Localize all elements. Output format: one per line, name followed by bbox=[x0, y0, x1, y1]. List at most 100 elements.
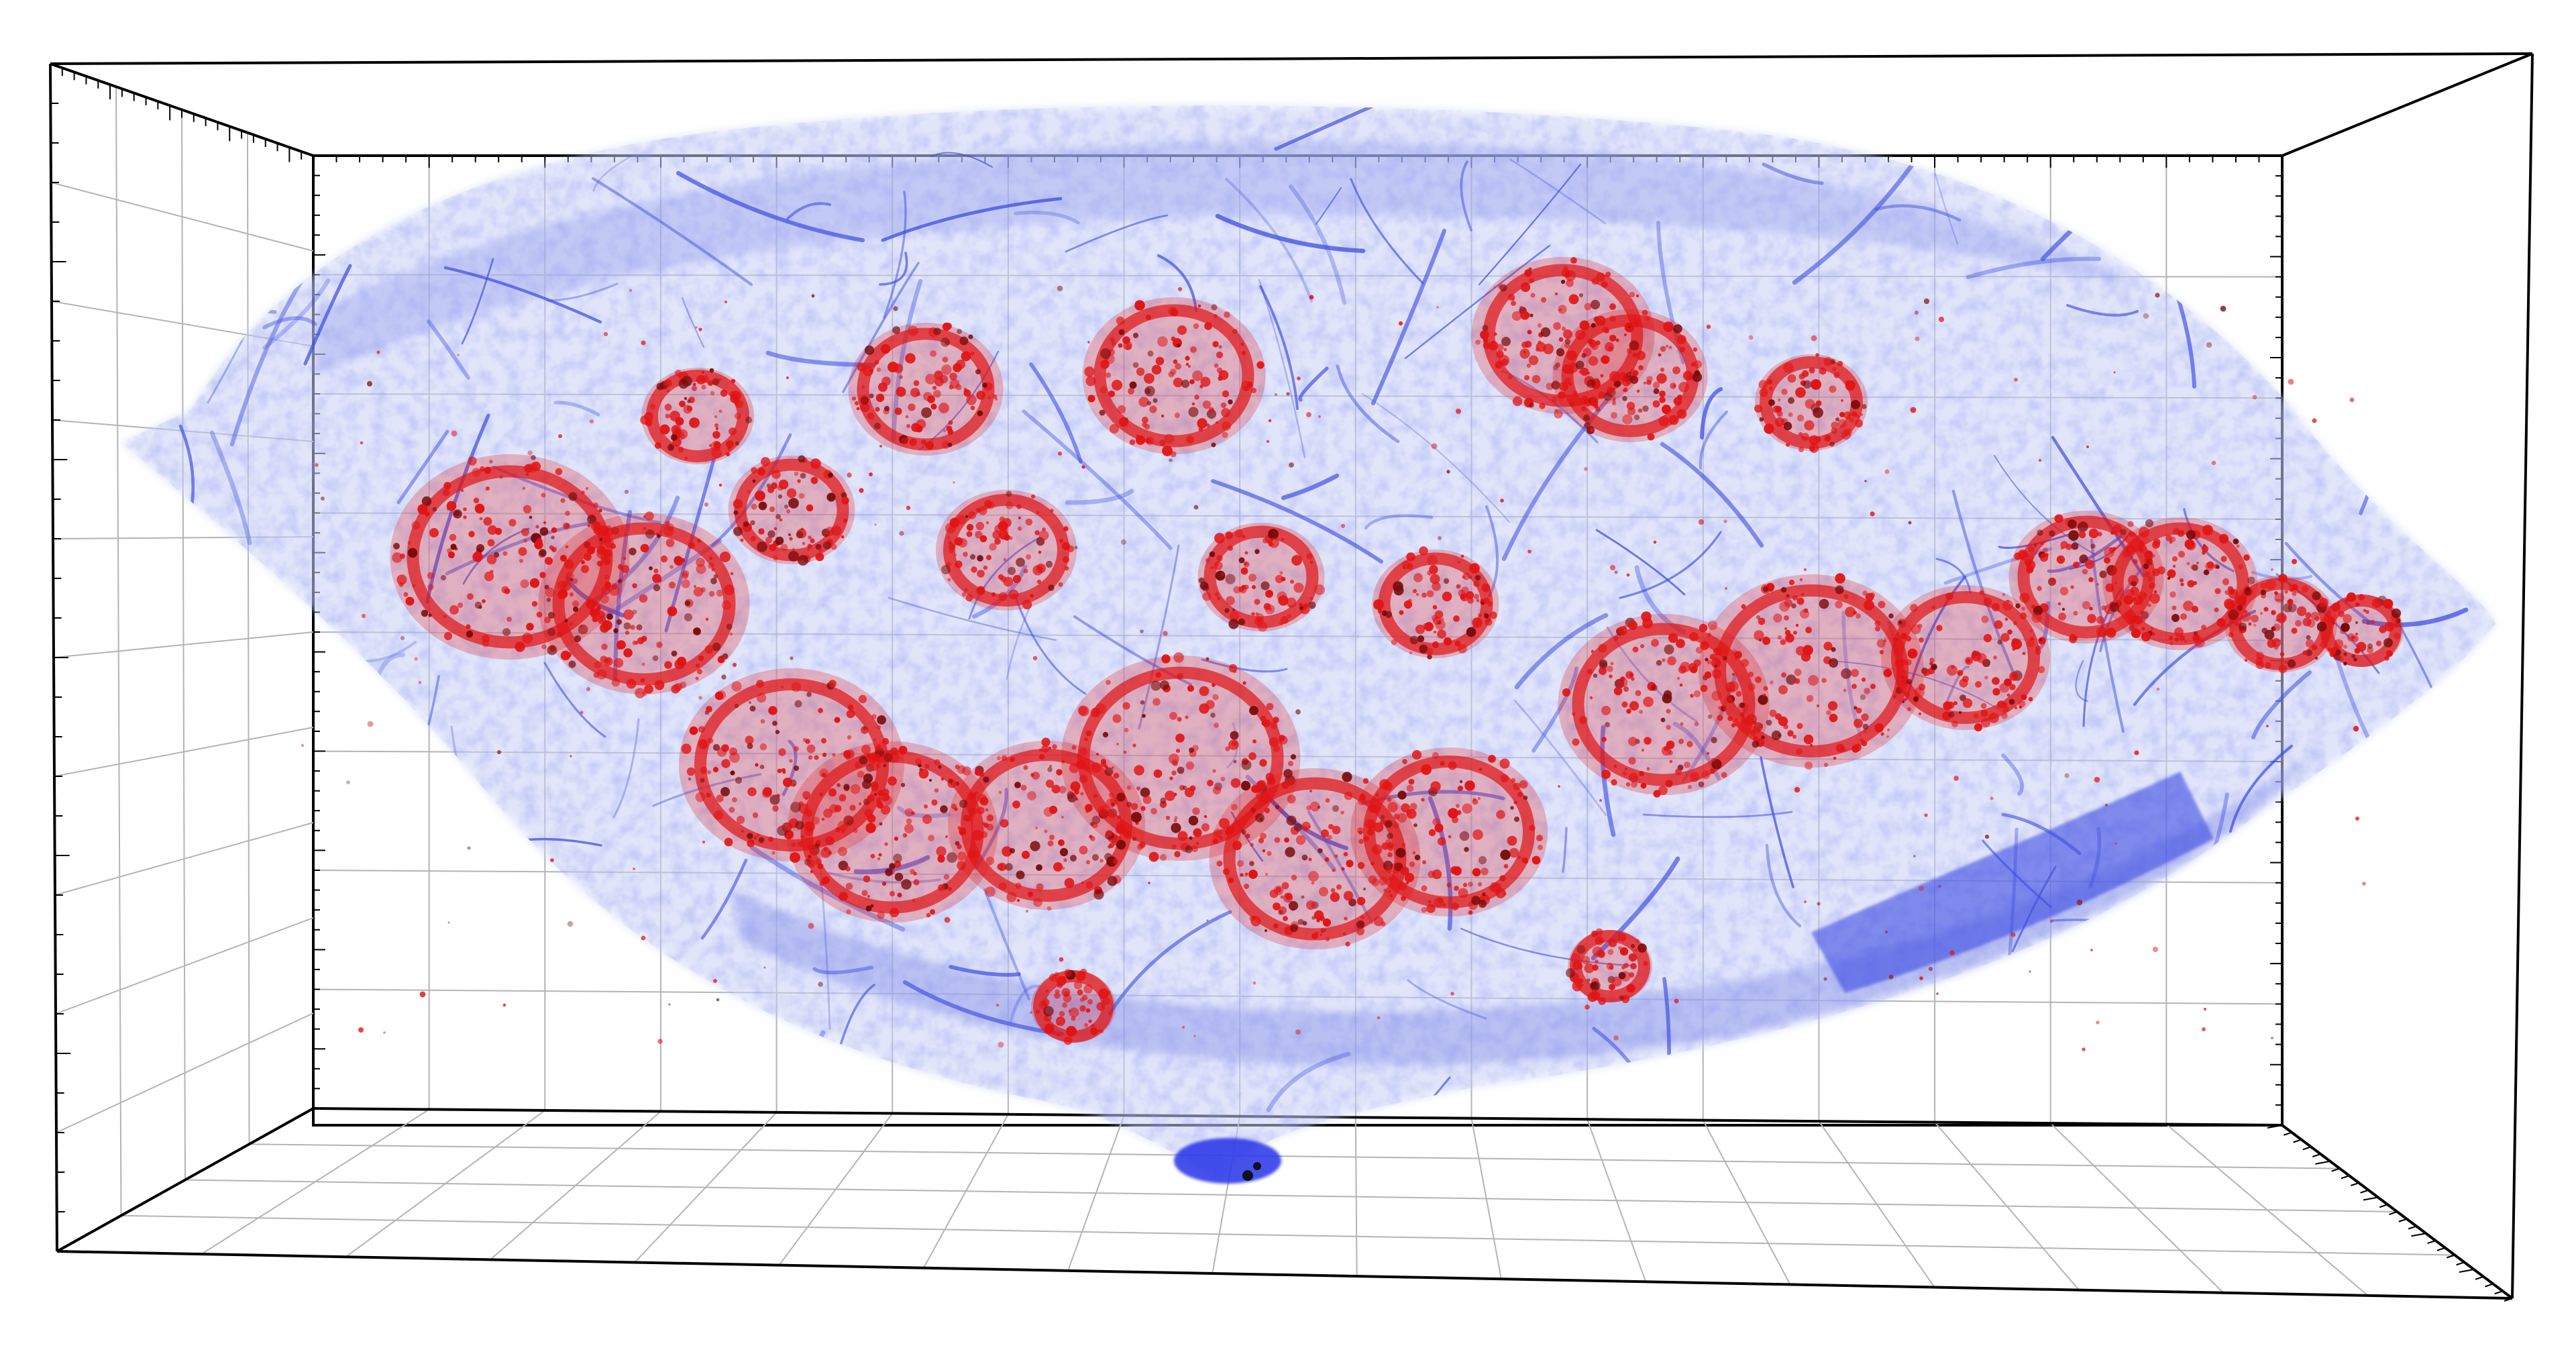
signal-speck bbox=[1851, 684, 1857, 689]
signal-speck bbox=[986, 814, 994, 822]
signal-speck bbox=[1628, 621, 1638, 630]
vessel-strand bbox=[879, 252, 908, 286]
signal-speck bbox=[1387, 833, 1393, 839]
signal-speck bbox=[2073, 562, 2080, 568]
signal-speck bbox=[1177, 325, 1187, 335]
signal-speck bbox=[1109, 423, 1120, 434]
signal-speck bbox=[792, 783, 796, 787]
signal-speck bbox=[1476, 598, 1480, 603]
vessel-strand bbox=[1215, 213, 1366, 254]
signal-speck bbox=[1612, 401, 1616, 405]
signal-speck bbox=[1631, 677, 1635, 681]
signal-speck bbox=[1437, 897, 1444, 904]
signal-speck bbox=[1406, 552, 1415, 562]
signal-speck bbox=[604, 658, 611, 664]
signal-speck bbox=[880, 344, 891, 354]
signal-speck bbox=[818, 548, 822, 552]
vessel-strand bbox=[492, 905, 542, 956]
signal-speck bbox=[1689, 632, 1699, 641]
vessel-strand bbox=[272, 798, 346, 972]
signal-speck bbox=[1692, 372, 1703, 382]
signal-speck bbox=[2288, 603, 2297, 613]
signal-speck bbox=[1177, 717, 1182, 722]
signal-speck bbox=[1259, 759, 1267, 767]
signal-speck bbox=[1468, 576, 1472, 580]
signal-speck bbox=[1195, 841, 1199, 845]
signal-speck bbox=[2013, 621, 2017, 625]
signal-speck bbox=[904, 823, 914, 834]
signal-speck bbox=[2393, 632, 2401, 640]
signal-speck bbox=[1472, 617, 1483, 628]
signal-speck bbox=[1596, 272, 1605, 282]
signal-speck bbox=[2017, 549, 2028, 560]
signal-speck bbox=[2167, 576, 2171, 580]
signal-speck bbox=[1306, 900, 1316, 910]
signal-speck bbox=[1132, 362, 1139, 368]
signal-speck bbox=[1442, 903, 1446, 907]
signal-speck bbox=[1529, 278, 1534, 283]
signal-speck bbox=[2096, 627, 2107, 637]
signal-speck bbox=[598, 509, 602, 513]
signal-speck bbox=[1519, 306, 1523, 310]
signal-speck bbox=[861, 385, 865, 389]
signal-speck bbox=[2278, 574, 2288, 583]
signal-speck bbox=[2216, 618, 2226, 627]
signal-speck bbox=[1629, 375, 1639, 384]
signal-speck bbox=[613, 628, 619, 633]
signal-speck bbox=[1510, 806, 1514, 810]
vessel-strand bbox=[591, 176, 753, 287]
signal-speck bbox=[1240, 780, 1251, 791]
signal-speck bbox=[802, 737, 808, 743]
vessel-strand bbox=[2380, 1080, 2491, 1165]
vessel-strand bbox=[1274, 105, 1421, 151]
signal-speck bbox=[1207, 780, 1214, 786]
vessel-strand bbox=[2397, 364, 2469, 484]
signal-speck bbox=[1459, 780, 1463, 784]
vessel-strand bbox=[773, 1030, 826, 1182]
signal-speck bbox=[824, 526, 835, 537]
signal-speck bbox=[830, 543, 837, 550]
signal-speck bbox=[1638, 943, 1647, 953]
signal-speck bbox=[732, 662, 737, 668]
signal-speck bbox=[1833, 756, 1837, 760]
vessel-strand bbox=[1982, 839, 2052, 908]
signal-speck bbox=[808, 923, 814, 929]
signal-speck bbox=[632, 583, 637, 588]
vessel-strand bbox=[1830, 660, 2007, 715]
signal-speck bbox=[609, 585, 620, 596]
signal-speck bbox=[411, 521, 421, 530]
signal-speck bbox=[497, 750, 501, 754]
signal-speck bbox=[1870, 684, 1876, 689]
signal-speck bbox=[2383, 598, 2394, 609]
signal-speck bbox=[1532, 374, 1541, 384]
signal-speck bbox=[2194, 631, 2198, 635]
signal-speck bbox=[1199, 686, 1210, 696]
signal-speck bbox=[1297, 376, 1301, 380]
signal-speck bbox=[1058, 839, 1065, 846]
signal-speck bbox=[900, 782, 906, 788]
signal-speck bbox=[865, 905, 872, 912]
signal-speck bbox=[1682, 370, 1693, 381]
signal-speck bbox=[1827, 700, 1838, 711]
signal-speck bbox=[1280, 895, 1284, 899]
signal-speck bbox=[1752, 720, 1757, 725]
signal-speck bbox=[574, 635, 582, 643]
signal-speck bbox=[1117, 815, 1121, 819]
signal-speck bbox=[1590, 299, 1601, 310]
signal-speck bbox=[1250, 843, 1254, 847]
signal-speck bbox=[1228, 545, 1233, 551]
signal-speck bbox=[947, 578, 951, 582]
signal-speck bbox=[2196, 561, 2200, 565]
signal-speck bbox=[755, 763, 759, 767]
signal-speck bbox=[1514, 817, 1519, 822]
signal-speck bbox=[2306, 649, 2312, 656]
signal-speck bbox=[985, 521, 989, 525]
signal-speck bbox=[664, 661, 672, 669]
signal-speck bbox=[881, 881, 887, 886]
signal-speck bbox=[2019, 705, 2023, 709]
vessel-strand bbox=[1485, 505, 1499, 597]
signal-speck bbox=[1618, 972, 1626, 980]
signal-speck bbox=[366, 380, 373, 387]
